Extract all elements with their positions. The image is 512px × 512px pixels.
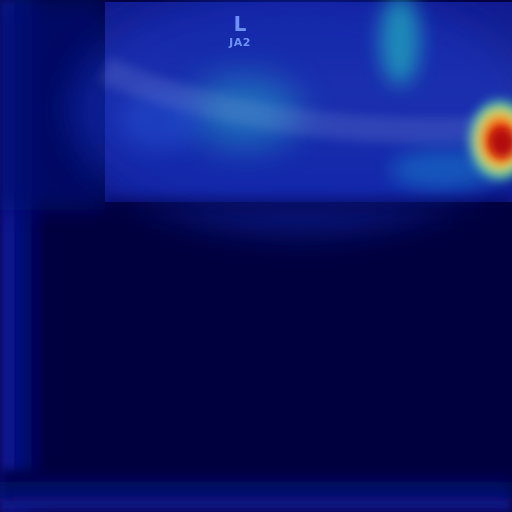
hot-spot (464, 94, 512, 186)
region-lower-edge (105, 196, 512, 216)
bone-sheen (99, 58, 512, 144)
side-marker-code: JA2 (229, 36, 251, 49)
side-marker-letter: L (233, 12, 247, 36)
bottom-edge-band (0, 470, 512, 512)
cyan-spot-top (380, 0, 420, 85)
side-marker: L JA2 (222, 14, 258, 48)
hot-spot-core (491, 129, 512, 157)
